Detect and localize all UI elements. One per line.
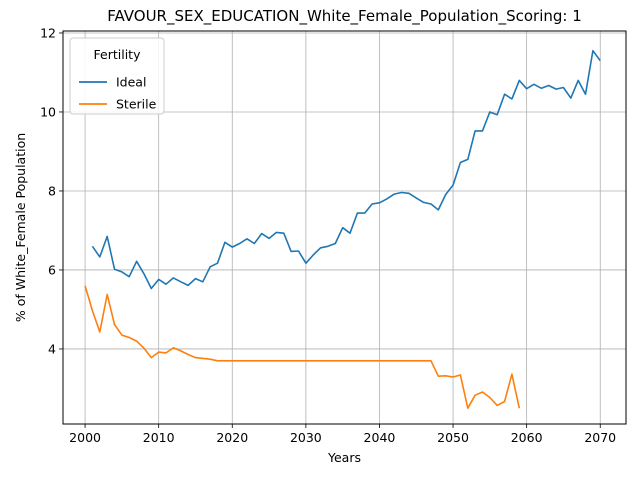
y-axis-label: % of White_Female Population [13,133,28,322]
plot-area-frame [62,30,627,425]
series-line-ideal [91,49,601,290]
x-tick-label: 2060 [511,430,543,445]
legend-box [69,37,165,115]
x-tick-label: 2000 [69,430,101,445]
y-tick-label: 8 [48,183,56,198]
series-line-sterile [84,285,521,410]
legend-label-ideal: Ideal [116,75,146,90]
y-tick-label: 4 [48,341,56,356]
x-tick-label: 2070 [584,430,616,445]
legend-label-sterile: Sterile [116,97,157,112]
axis-ticks: 2000 2010 2020 2030 2040 2050 2060 2070 4 6 8 10 12 [40,25,616,445]
x-tick-label: 2010 [143,430,175,445]
x-tick-label: 2040 [364,430,396,445]
y-tick-label: 6 [48,262,56,277]
x-axis-label: Years [327,450,361,465]
x-tick-label: 2020 [216,430,248,445]
series-lines [84,49,601,410]
legend: Fertility Ideal Sterile [69,37,165,115]
chart-title: FAVOUR_SEX_EDUCATION_White_Female_Popula… [107,7,582,26]
y-tick-label: 10 [40,104,56,119]
x-tick-label: 2030 [290,430,322,445]
grid-lines [63,31,626,424]
y-tick-label: 12 [40,25,56,40]
legend-title: Fertility [94,47,142,62]
x-tick-label: 2050 [437,430,469,445]
